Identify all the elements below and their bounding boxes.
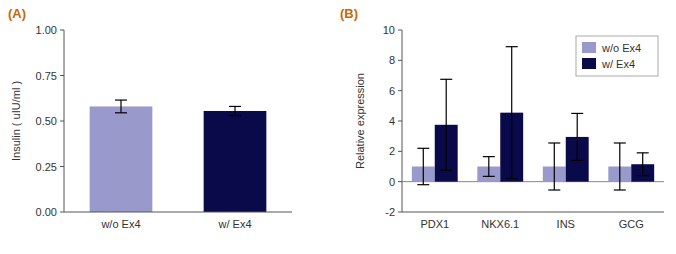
y-tick bbox=[60, 75, 64, 76]
y-tick-label: 0.00 bbox=[36, 206, 57, 218]
legend-label: w/o Ex4 bbox=[601, 42, 641, 54]
bar bbox=[90, 106, 153, 212]
y-tick-label: 0 bbox=[389, 176, 395, 188]
y-tick bbox=[60, 166, 64, 167]
x-tick-label: PDX1 bbox=[420, 218, 449, 230]
x-tick-label: w/ Ex4 bbox=[217, 218, 251, 230]
y-axis-label: Relative expression bbox=[354, 73, 366, 169]
error-bar bbox=[115, 100, 127, 113]
y-tick-label: 0.50 bbox=[36, 115, 57, 127]
error-bar bbox=[440, 79, 452, 170]
x-tick-label: w/o Ex4 bbox=[100, 218, 140, 230]
panel-title: (A) bbox=[8, 6, 26, 21]
x-axis bbox=[64, 212, 292, 213]
legend: w/o Ex4 w/ Ex4 bbox=[576, 36, 658, 76]
legend-swatch bbox=[582, 58, 596, 69]
y-tick bbox=[398, 30, 402, 31]
y-axis bbox=[64, 30, 65, 212]
error-bar bbox=[417, 148, 429, 184]
x-tick-label: GCG bbox=[619, 218, 644, 230]
error-bar bbox=[571, 113, 583, 160]
y-tick-label: 1.00 bbox=[36, 24, 57, 36]
y-tick-label: 2 bbox=[389, 145, 395, 157]
plot-area bbox=[90, 100, 267, 212]
panel-title: (B) bbox=[340, 6, 358, 21]
x-axis bbox=[402, 212, 664, 213]
y-tick bbox=[398, 121, 402, 122]
error-bar bbox=[614, 143, 626, 190]
y-tick-label: -2 bbox=[385, 206, 395, 218]
y-tick-label: 8 bbox=[389, 54, 395, 66]
y-tick-label: 6 bbox=[389, 85, 395, 97]
error-bar bbox=[637, 153, 649, 176]
x-tick-label: NKX6.1 bbox=[481, 218, 519, 230]
y-tick bbox=[398, 90, 402, 91]
y-tick-label: 10 bbox=[383, 24, 395, 36]
y-tick bbox=[398, 151, 402, 152]
y-axis bbox=[402, 30, 403, 212]
y-tick bbox=[398, 212, 402, 213]
panel: (B) -2 0 2 4 6 8 10 Relative expression PDX1 NKX6.… bbox=[340, 6, 664, 230]
bar bbox=[204, 111, 267, 212]
y-axis-label: Insulin ( uIU/ml ) bbox=[10, 81, 22, 161]
y-tick bbox=[60, 30, 64, 31]
x-tick-label: INS bbox=[557, 218, 575, 230]
legend-label: w/ Ex4 bbox=[601, 58, 635, 70]
error-bar bbox=[483, 157, 495, 177]
error-bar bbox=[548, 143, 560, 190]
error-bar bbox=[506, 47, 518, 179]
y-tick bbox=[398, 181, 402, 182]
y-tick-label: 4 bbox=[389, 115, 395, 127]
plot-area bbox=[402, 47, 664, 190]
y-tick bbox=[60, 121, 64, 122]
y-tick-label: 0.25 bbox=[36, 161, 57, 173]
y-tick bbox=[398, 60, 402, 61]
error-bar bbox=[229, 106, 241, 115]
panel: (A) 0.00 0.25 0.50 0.75 1.00 Insulin ( uIU/ml … bbox=[8, 6, 292, 230]
y-tick bbox=[60, 212, 64, 213]
legend-box bbox=[576, 36, 658, 76]
chart-root: (A) 0.00 0.25 0.50 0.75 1.00 Insulin ( uIU/ml … bbox=[0, 0, 676, 254]
legend-swatch bbox=[582, 42, 596, 53]
y-tick-label: 0.75 bbox=[36, 70, 57, 82]
